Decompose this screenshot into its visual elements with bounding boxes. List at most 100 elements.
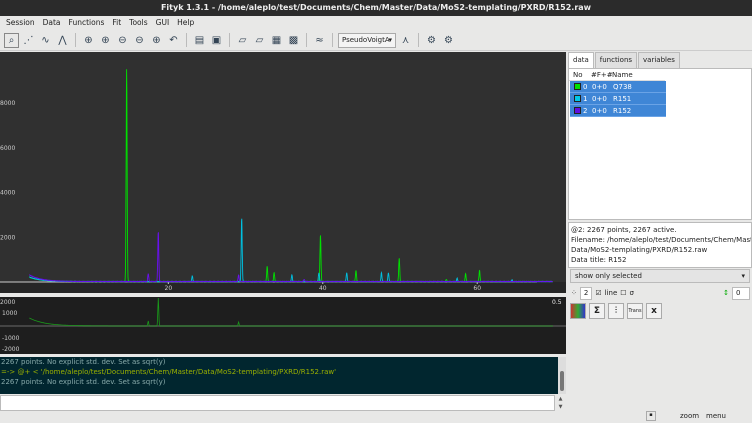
line-checkbox[interactable]: ☑ [595, 289, 602, 297]
shift-spinner[interactable]: 0 [732, 286, 750, 300]
color-button[interactable] [570, 303, 586, 319]
run-fit-icon[interactable]: ⚙ [427, 34, 436, 46]
resid-tick: 2000 [0, 299, 15, 306]
add-peak-mode-icon[interactable]: ⋀ [58, 34, 67, 46]
y-tick-label: 2000 [0, 234, 15, 241]
zoom-out-icon[interactable]: ⊖ [135, 34, 144, 46]
dataset-list[interactable]: No #F+# Name 0 0+0 Q738 1 0+0 R151 2 0+0 R152 [568, 68, 752, 220]
save-image-icon[interactable]: ▦ [271, 34, 282, 46]
auto-add-peak-icon[interactable]: ⋏ [401, 34, 410, 46]
info-line: Data/MoS2-templating/PXRD/R152.raw [571, 246, 708, 254]
menu-functions[interactable]: Functions [68, 18, 105, 27]
col-no[interactable]: No [573, 70, 583, 79]
console-scrollbar[interactable] [558, 357, 566, 394]
row-no: 0 [570, 81, 590, 92]
y-tick-label: 8000 [0, 100, 15, 107]
row-functions: 0+0 [592, 107, 607, 115]
dataset-info: @2: 2267 points, 2267 active. Filename: … [568, 222, 752, 268]
x-axis-area [0, 282, 566, 293]
filter-select[interactable]: show only selected [570, 269, 750, 283]
console-line: 2267 points. No explicit std. dev. Set a… [1, 378, 166, 386]
menu-session[interactable]: Session [6, 18, 35, 27]
point-size-spinner[interactable]: 2 [579, 286, 593, 300]
console-output: 2267 points. No explicit std. dev. Set a… [0, 357, 558, 394]
transform-button[interactable]: Trans [627, 303, 643, 319]
fit-options-icon[interactable]: ⚙ [444, 34, 453, 46]
y-tick-label: 4000 [0, 190, 15, 197]
resid-scale: 0.5 [552, 299, 562, 306]
row-functions: 0+0 [592, 83, 607, 91]
separator [306, 33, 307, 47]
info-line: Filename: /home/aleplo/test/Documents/Ch… [571, 236, 752, 244]
transform-icon[interactable]: ▣ [211, 34, 222, 46]
history-spinner[interactable]: ▲ ▼ [558, 396, 563, 410]
menu-tools[interactable]: Tools [129, 18, 148, 27]
menu-fit[interactable]: Fit [112, 18, 122, 27]
table-row[interactable]: 2 0+0 R152 [570, 105, 666, 117]
residual-line [29, 297, 553, 327]
resid-tick: -2000 [2, 346, 20, 353]
merge-button[interactable]: ⫶ [608, 303, 624, 319]
strip-baseline-icon[interactable]: ≈ [315, 34, 324, 46]
function-type-select[interactable]: PseudoVoigtA [338, 32, 396, 48]
editor-icon[interactable]: ▤ [194, 34, 205, 46]
table-row[interactable]: 1 0+0 R151 [570, 93, 666, 105]
resid-tick: 1000 [2, 310, 17, 317]
tab-data[interactable]: data [568, 52, 594, 68]
save-session-icon[interactable]: ▩ [288, 34, 299, 46]
sum-button[interactable]: Σ [589, 303, 605, 319]
series-line-R152 [29, 232, 553, 283]
separator [186, 33, 187, 47]
main-plot[interactable]: 20 40 60 2000 4000 6000 8000 [0, 52, 566, 293]
color-swatch [574, 83, 581, 90]
row-functions: 0+0 [592, 95, 607, 103]
line-label: line [604, 289, 618, 297]
row-name: R151 [613, 95, 632, 103]
window-title: Fityk 1.3.1 - /home/aleplo/test/Document… [0, 0, 752, 16]
baseline-mode-icon[interactable]: ∿ [41, 34, 50, 46]
mouse-icon: ▪ [646, 411, 656, 421]
tab-variables[interactable]: variables [638, 52, 680, 68]
command-input[interactable] [0, 395, 555, 411]
row-name: Q738 [613, 83, 632, 91]
zoom-all-icon[interactable]: ⊕ [84, 34, 93, 46]
col-name[interactable]: Name [612, 71, 633, 79]
zoom-horizontal-icon[interactable]: ⊖ [118, 34, 127, 46]
row-no: 1 [570, 93, 590, 104]
series-line-Q738 [29, 69, 553, 283]
zoom-previous-icon[interactable]: ↶ [169, 34, 178, 46]
zoom-mode-icon[interactable]: ⌕ [4, 32, 19, 48]
range-mode-icon[interactable]: ⋰ [23, 34, 34, 46]
separator [75, 33, 76, 47]
status-hint-zoom: zoom [680, 412, 700, 420]
col-functions[interactable]: #F+# [591, 71, 613, 79]
zoom-fit-icon[interactable]: ⊕ [152, 34, 161, 46]
table-row[interactable]: 0 0+0 Q738 [570, 81, 666, 93]
delete-button[interactable]: x [646, 303, 662, 319]
scroll-thumb[interactable] [560, 371, 564, 391]
open-data-icon[interactable]: ▱ [238, 34, 247, 46]
sigma-label: σ [629, 289, 634, 297]
row-no-text: 1 [583, 94, 588, 103]
menu-data[interactable]: Data [42, 18, 61, 27]
tab-functions[interactable]: functions [594, 52, 638, 68]
sigma-checkbox[interactable]: ☐ [620, 289, 627, 297]
row-no-text: 0 [583, 82, 588, 91]
separator [229, 33, 230, 47]
menu-gui[interactable]: GUI [155, 18, 170, 27]
x-tick-label: 60 [473, 285, 481, 292]
menu-help[interactable]: Help [177, 18, 195, 27]
row-no: 2 [570, 105, 590, 116]
separator [332, 33, 333, 47]
series-line-R151 [29, 218, 553, 283]
open-session-icon[interactable]: ▱ [255, 34, 264, 46]
status-bar: ▪ zoom menu [0, 411, 752, 423]
residual-plot[interactable]: 2000 1000 -1000 -2000 0.5 [0, 297, 566, 354]
resid-tick: -1000 [2, 335, 20, 342]
color-swatch [574, 95, 581, 102]
point-size-icon: ⁘ [571, 289, 577, 297]
zoom-vertical-icon[interactable]: ⊕ [101, 34, 110, 46]
console-command: =-> @+ < '/home/aleplo/test/Documents/Ch… [1, 368, 337, 376]
row-no-text: 2 [583, 106, 588, 115]
